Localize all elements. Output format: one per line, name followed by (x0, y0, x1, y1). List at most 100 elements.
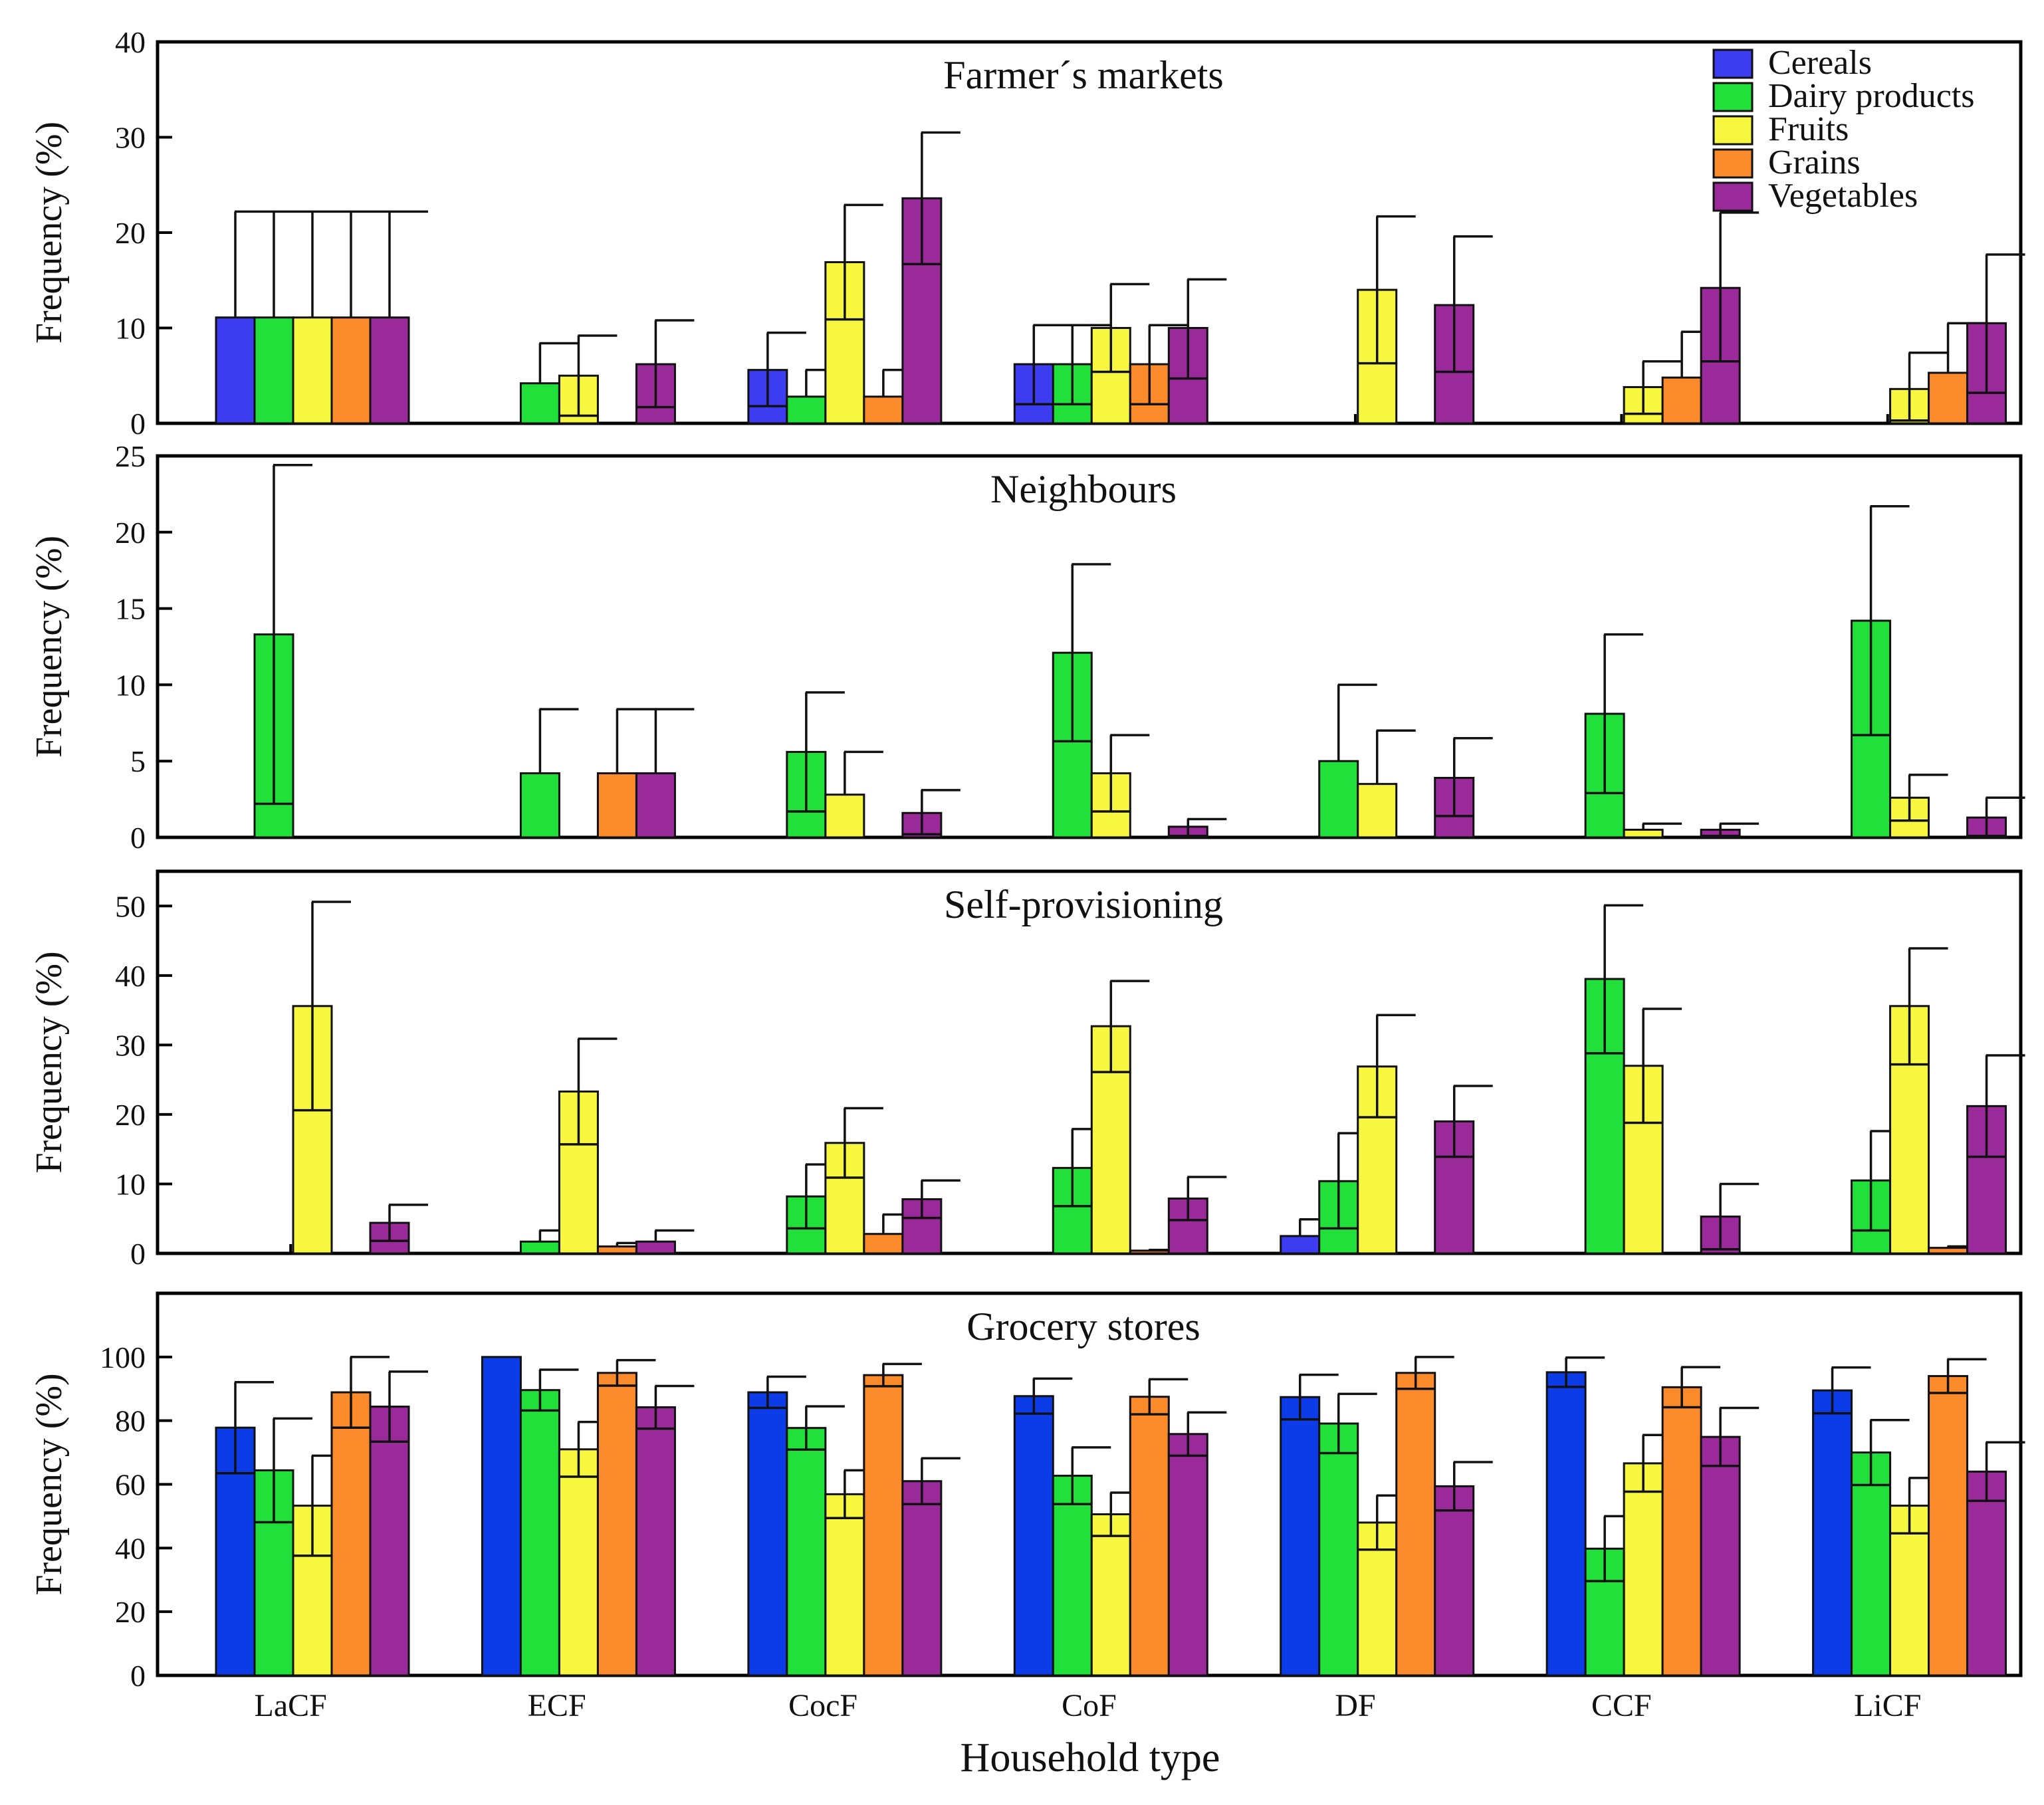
bar-fruits-cocf (824, 1493, 865, 1677)
bar-dairy-products-ecf (519, 1240, 560, 1255)
bar-cereals-ccf (1545, 1371, 1587, 1677)
series-cereals (215, 210, 1073, 425)
bar-cereals-df (1280, 1396, 1321, 1677)
y-tick-label: 60 (115, 1468, 146, 1502)
y-tick-label: 10 (115, 1167, 146, 1201)
y-tick-label: 0 (130, 821, 146, 855)
y-tick-label: 0 (130, 1659, 146, 1693)
legend-swatch (1712, 181, 1754, 212)
y-tick-label: 10 (115, 668, 146, 702)
bar-vegetables-lacf (369, 316, 410, 425)
series-grains (330, 210, 1987, 425)
category-label-df: DF (1335, 1688, 1375, 1723)
legend-label: Grains (1768, 144, 1861, 181)
bar-fruits-cof (1090, 1513, 1131, 1677)
legend-item-grains: Grains (1712, 144, 1861, 181)
series-fruits (292, 203, 1948, 425)
panel-grocery-stores: 0 20 40 60 80 100 Frequency (%) Grocery stores (29, 1291, 2025, 1693)
series-vegetables (369, 1054, 2025, 1255)
bar-vegetables-cof (1167, 1433, 1208, 1677)
legend-swatch (1712, 115, 1754, 146)
panel-title: Neighbours (990, 467, 1177, 511)
y-tick-label: 80 (115, 1404, 146, 1438)
bar-vegetables-ecf (635, 1240, 676, 1255)
bar-grains-ecf (596, 1245, 637, 1255)
y-tick-label: 30 (115, 1028, 146, 1062)
bar-vegetables-licf (1966, 1470, 2007, 1677)
series-dairy-products (253, 1368, 1910, 1677)
y-axis-label: Frequency (%) (29, 951, 70, 1173)
bar-vegetables-cocf (901, 1480, 943, 1677)
legend-label: Vegetables (1768, 177, 1918, 215)
category-label-lacf: LaCF (255, 1688, 327, 1723)
category-label-ccf: CCF (1591, 1688, 1652, 1723)
bar-cereals-cof (1013, 1395, 1054, 1677)
bar-cereals-df (1280, 1235, 1321, 1255)
bar-grains-licf (1928, 1375, 1969, 1677)
y-tick-label: 20 (115, 1595, 146, 1629)
y-tick-label: 40 (115, 25, 146, 59)
series-fruits (824, 729, 1948, 839)
category-label-ecf: ECF (528, 1688, 586, 1723)
y-tick-label: 40 (115, 1531, 146, 1565)
y-tick-label: 0 (130, 407, 146, 441)
bar-vegetables-ecf (635, 772, 676, 839)
category-label-cocf: CocF (788, 1688, 857, 1723)
y-tick-label: 20 (115, 516, 146, 550)
panel-self-provisioning: 0 10 20 30 40 50 Frequency (%) Self-provisionin… (29, 869, 2025, 1271)
legend-swatch (1712, 82, 1754, 112)
y-tick-label: 20 (115, 216, 146, 250)
bar-grains-licf (1928, 372, 1969, 425)
bar-dairy-products-ecf (519, 772, 560, 839)
bar-grains-cof (1129, 1396, 1170, 1677)
bar-vegetables-ecf (635, 1406, 676, 1677)
chart-panels: 0 10 20 30 40 Frequency (%) Farmer´s markets 0 5… (29, 25, 2025, 1693)
x-axis-label: Household type (961, 1735, 1220, 1780)
bar-dairy-products-ecf (519, 382, 560, 425)
legend-label: Dairy products (1768, 77, 1974, 115)
bar-fruits-ccf (1623, 1462, 1664, 1677)
series-vegetables (369, 1370, 2025, 1677)
legend-swatch (1712, 148, 1754, 179)
bar-cereals-licf (1812, 1389, 1853, 1677)
bar-vegetables-lacf (369, 1406, 410, 1677)
bar-grains-df (1395, 1372, 1436, 1677)
panel-farmer-s-markets: 0 10 20 30 40 Frequency (%) Farmer´s markets (29, 25, 2025, 441)
bar-dairy-products-cof (1052, 1475, 1093, 1677)
legend-item-fruits: Fruits (1712, 110, 1849, 148)
legend-label: Fruits (1768, 110, 1849, 148)
y-axis-label: Frequency (%) (29, 1373, 70, 1595)
panel-title: Farmer´s markets (943, 53, 1224, 97)
y-tick-label: 5 (130, 744, 146, 778)
panel-neighbours: 0 5 10 15 20 25 Frequency (%) Neighbours (29, 439, 2025, 855)
bar-dairy-products-df (1318, 760, 1359, 839)
bar-dairy-products-cocf (786, 395, 827, 425)
series-fruits (292, 901, 1948, 1255)
bar-cereals-ecf (481, 1356, 522, 1677)
bar-grains-lacf (330, 316, 372, 425)
series-grains (330, 1356, 1987, 1677)
y-tick-label: 30 (115, 121, 146, 155)
bar-dairy-products-ecf (519, 1389, 560, 1677)
panel-title: Grocery stores (966, 1305, 1200, 1348)
series-cereals (215, 1356, 1871, 1677)
y-tick-label: 20 (115, 1098, 146, 1132)
x-category-labels: LaCF ECF CocF CoF DF CCF LiCF (255, 1688, 1922, 1723)
legend-swatch (1712, 49, 1754, 79)
bar-fruits-df (1357, 783, 1398, 839)
bar-cereals-cocf (747, 1391, 788, 1677)
y-tick-label: 25 (115, 439, 146, 473)
category-label-licf: LiCF (1854, 1688, 1921, 1723)
bar-grains-ecf (596, 1372, 637, 1677)
bar-fruits-ecf (558, 1448, 599, 1677)
bar-dairy-products-licf (1851, 1451, 1892, 1677)
bar-vegetables-ccf (1700, 1435, 1741, 1677)
y-tick-label: 15 (115, 592, 146, 626)
bar-grains-ccf (1661, 1386, 1702, 1677)
legend-item-vegetables: Vegetables (1712, 177, 1918, 215)
y-axis-label: Frequency (%) (29, 122, 70, 344)
y-tick-label: 100 (100, 1340, 146, 1374)
legend-label: Cereals (1768, 44, 1872, 82)
y-tick-label: 0 (130, 1237, 146, 1271)
